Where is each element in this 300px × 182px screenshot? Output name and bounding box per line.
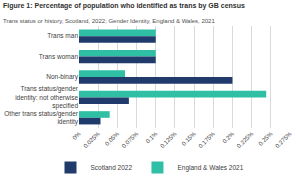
svg-text:0.125%: 0.125% — [159, 130, 178, 149]
svg-text:Trans woman: Trans woman — [39, 53, 79, 60]
svg-text:Figure 1: Percentage of popula: Figure 1: Percentage of population who i… — [3, 2, 245, 10]
svg-text:0.15%: 0.15% — [181, 130, 198, 147]
svg-text:Trans status or history, Scotl: Trans status or history, Scotland, 2022;… — [3, 18, 215, 24]
svg-text:Scotland 2022: Scotland 2022 — [91, 164, 133, 171]
svg-text:0.275%: 0.275% — [274, 130, 293, 149]
svg-text:0.175%: 0.175% — [197, 130, 216, 149]
svg-text:0.025%: 0.025% — [82, 130, 101, 149]
svg-text:Non-binary: Non-binary — [46, 73, 79, 81]
svg-text:0.25%: 0.25% — [257, 130, 274, 147]
svg-text:Trans man: Trans man — [47, 32, 78, 39]
svg-text:0.225%: 0.225% — [236, 130, 255, 149]
svg-text:Other trans status/genderident: Other trans status/genderidentity — [4, 110, 79, 126]
svg-text:0%: 0% — [71, 130, 82, 141]
svg-text:0.075%: 0.075% — [121, 130, 140, 149]
svg-text:0.1%: 0.1% — [145, 130, 159, 144]
svg-text:0.2%: 0.2% — [221, 130, 235, 144]
svg-text:0.05%: 0.05% — [104, 130, 121, 147]
svg-text:Trans status/genderidentity: n: Trans status/genderidentity: not otherwi… — [15, 85, 79, 110]
svg-text:England & Wales 2021: England & Wales 2021 — [177, 164, 243, 172]
